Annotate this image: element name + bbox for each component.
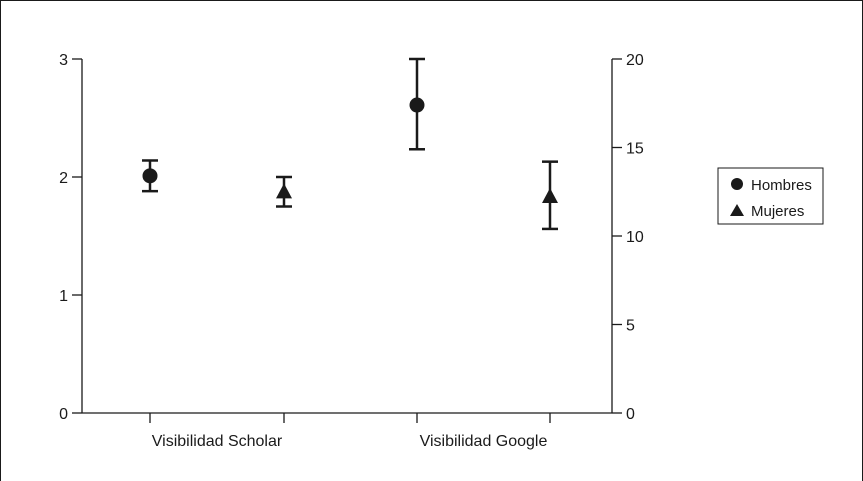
legend-label-mujeres: Mujeres [751,203,804,220]
data-point-group [542,162,558,229]
legend-circle-marker [731,178,743,190]
y-left-tick-label: 3 [59,52,68,69]
data-point-group [142,160,158,191]
y-right-tick-label: 20 [626,52,644,69]
data-point-circle [143,168,158,183]
y-right-tick-label: 0 [626,406,635,423]
y-left-tick-label: 0 [59,406,68,423]
legend-label-hombres: Hombres [751,177,812,194]
data-point-triangle [276,183,292,198]
data-marks [142,59,558,229]
y-left-tick-label: 2 [59,170,68,187]
y-right-tick-label: 5 [626,318,635,335]
data-point-group [409,59,425,149]
y-right-tick-label: 15 [626,141,644,158]
data-point-group [276,177,292,207]
x-tick-label: Visibilidad Scholar [152,433,283,450]
legend: Hombres Mujeres [718,168,823,224]
data-point-circle [410,98,425,113]
data-point-triangle [542,188,558,203]
y-right-tick-label: 10 [626,229,644,246]
x-tick-label: Visibilidad Google [420,433,548,450]
y-left-tick-label: 1 [59,288,68,305]
axes: 0 1 2 3 0 5 10 15 20 Visibilidad Scholar Visibilid… [59,52,644,450]
